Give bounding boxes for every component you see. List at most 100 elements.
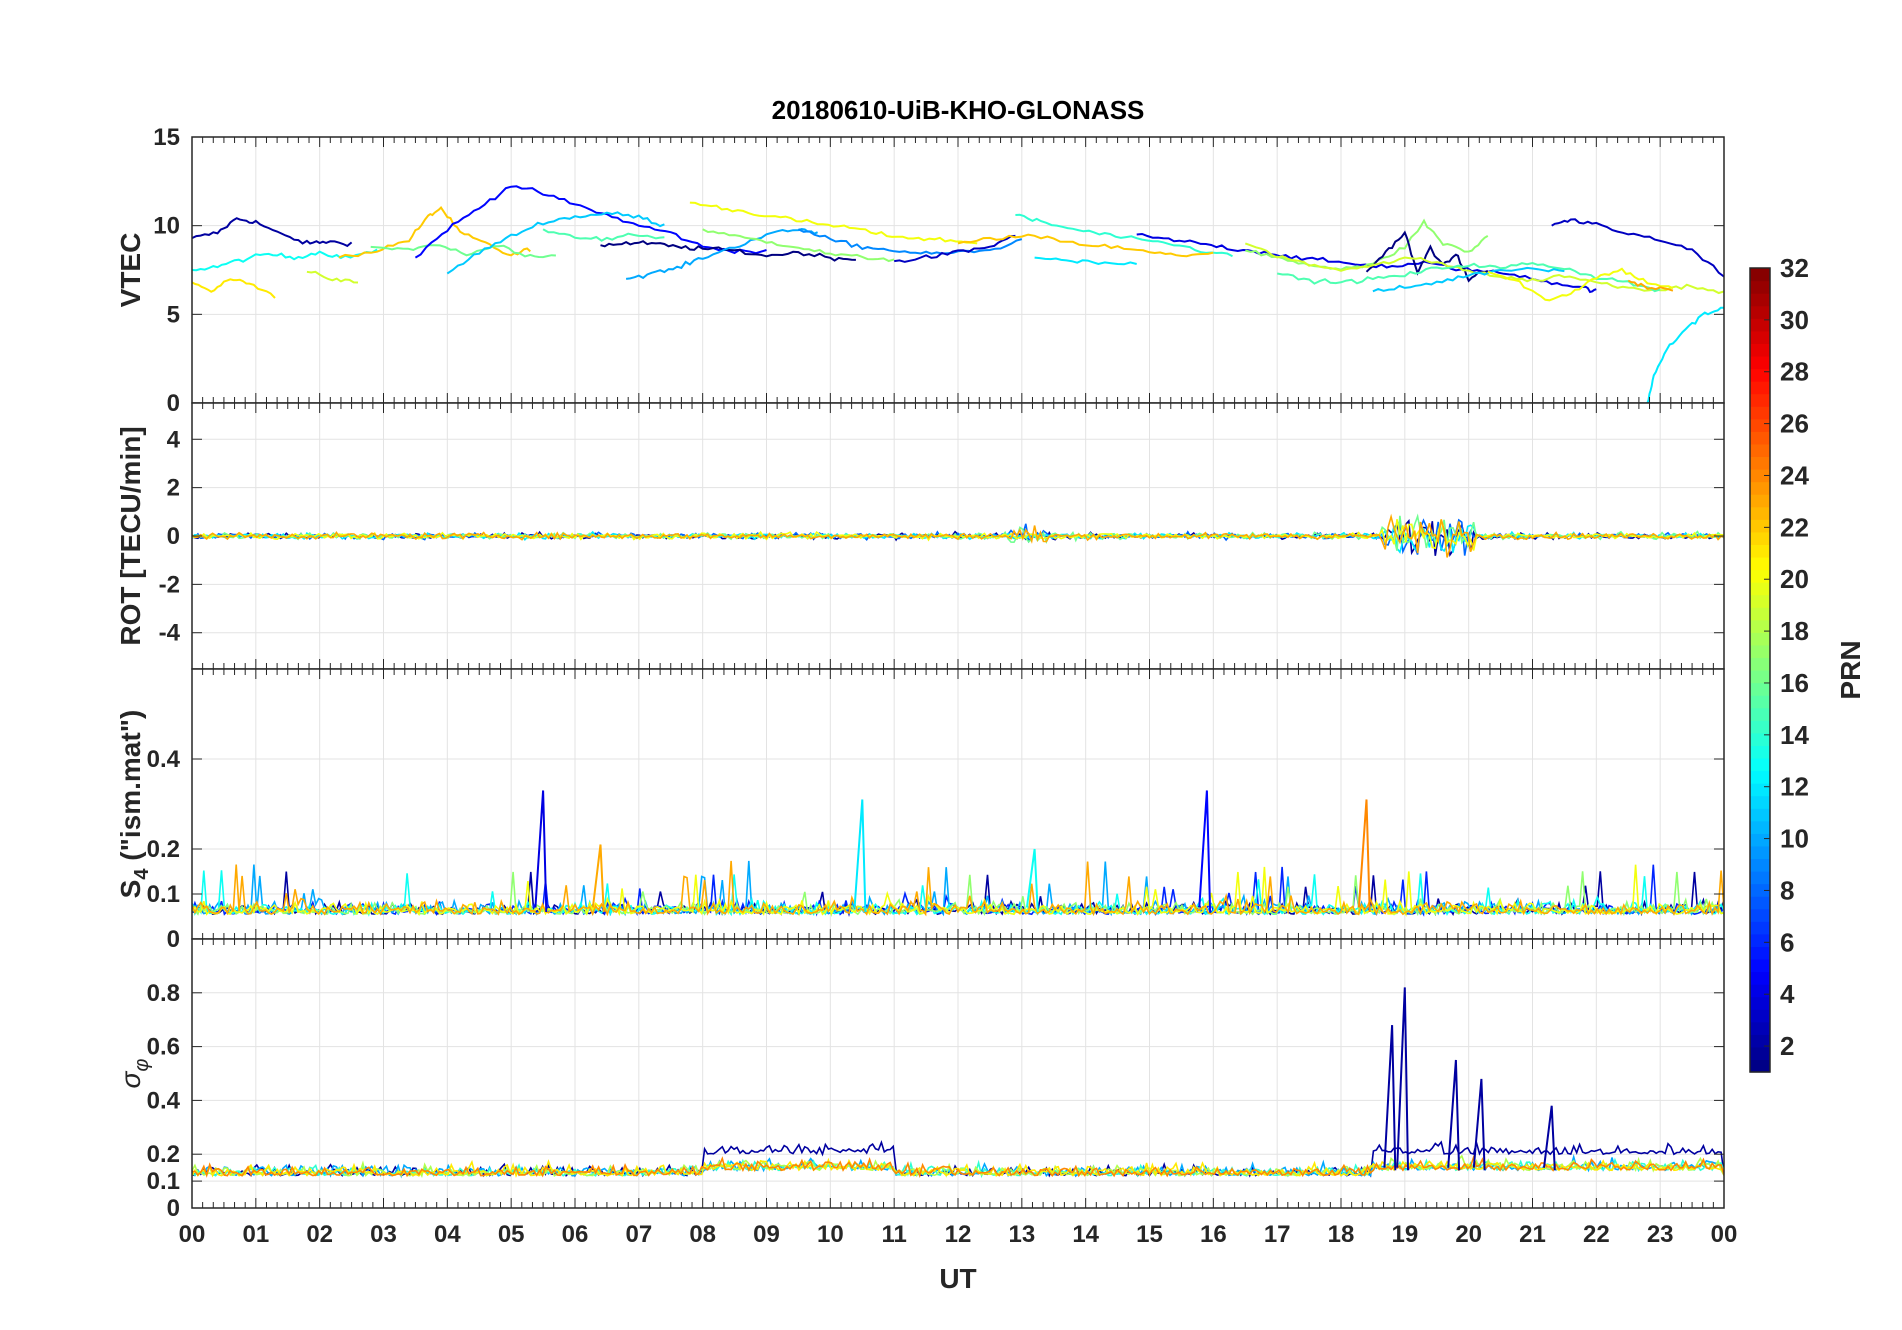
colorbar-swatch (1750, 1059, 1770, 1073)
colorbar-tick-label: 32 (1780, 253, 1809, 283)
colorbar-swatch (1750, 971, 1770, 985)
colorbar-tick-label: 20 (1780, 564, 1809, 594)
series-prn-12 (1034, 256, 1137, 266)
colorbar-swatch (1750, 469, 1770, 483)
series-prn-20 (689, 201, 978, 245)
series-prn-16 (370, 244, 556, 259)
colorbar-swatch (1750, 871, 1770, 885)
colorbar-tick-label: 28 (1780, 357, 1809, 387)
panel-s4: 00.10.20.4S4 ("ism.mat") (115, 668, 1725, 953)
colorbar-tick-label: 2 (1780, 1031, 1794, 1061)
colorbar-tick-label: 8 (1780, 875, 1794, 905)
colorbar-swatch (1750, 406, 1770, 420)
colorbar-tick-label: 12 (1780, 772, 1809, 802)
colorbar-swatch (1750, 632, 1770, 646)
colorbar-swatch (1750, 946, 1770, 960)
peak-prn-13 (1025, 848, 1039, 913)
colorbar-swatch (1750, 1021, 1770, 1035)
peak-prn-2 (1383, 1025, 1397, 1171)
colorbar-swatch (1750, 494, 1770, 508)
colorbar-tick-label: 26 (1780, 409, 1809, 439)
x-tick-label: 17 (1264, 1221, 1291, 1248)
colorbar-swatch (1750, 695, 1770, 709)
series-prn-17 (702, 228, 895, 263)
y-tick-label: 0 (167, 523, 180, 550)
colorbar-swatch (1750, 644, 1770, 659)
x-axis-label: UT (939, 1263, 976, 1294)
colorbar-swatch (1750, 293, 1770, 307)
colorbar-swatch (1750, 908, 1770, 922)
peak-prn-2 (1396, 987, 1409, 1171)
series-prn-24 (192, 1154, 1724, 1179)
colorbar-swatch (1750, 1034, 1770, 1048)
y-tick-label: 5 (167, 301, 180, 328)
colorbar-swatch (1750, 431, 1770, 445)
series-prn-3 (894, 234, 1016, 263)
y-tick-label: 2 (167, 475, 180, 502)
x-tick-label: 08 (689, 1221, 716, 1248)
colorbar-swatch (1750, 958, 1770, 973)
colorbar-swatch (1750, 268, 1770, 282)
panel-rot-series (192, 513, 1724, 558)
x-tick-label: 02 (306, 1221, 333, 1248)
panel-rot: -4 -2 0 2 4 ROT [TECU/min] (115, 402, 1725, 670)
peak-prn-2 (1447, 1059, 1461, 1171)
series-prn-23 (192, 513, 1724, 558)
colorbar-swatch (1750, 657, 1770, 671)
colorbar-swatch (1750, 783, 1770, 797)
colorbar-swatch (1750, 330, 1770, 344)
colorbar-swatch (1750, 670, 1770, 684)
x-tick-label: 23 (1647, 1221, 1674, 1248)
x-tick-label: 21 (1519, 1221, 1546, 1248)
ylabel-main: σ (115, 1070, 146, 1088)
panel-vtec-series (192, 185, 1724, 403)
y-tick-label: 15 (153, 124, 180, 151)
colorbar-swatch (1750, 833, 1770, 847)
colorbar-swatch (1750, 858, 1770, 872)
colorbar-swatch (1750, 519, 1770, 533)
colorbar-swatch (1750, 682, 1770, 696)
series-prn-5 (414, 185, 767, 259)
colorbar-swatch (1750, 607, 1770, 621)
peak-prn-5 (1198, 790, 1212, 913)
peak-prn-12 (853, 799, 867, 913)
colorbar-swatch (1750, 544, 1770, 558)
y-tick-label: 0 (167, 1195, 180, 1222)
ylabel-sub: φ (131, 1059, 153, 1072)
series-prn-3 (1551, 218, 1724, 278)
colorbar-swatch (1750, 996, 1770, 1010)
colorbar-tick-label: 6 (1780, 927, 1794, 957)
x-tick-label: 07 (625, 1221, 652, 1248)
colorbar-tick-label: 18 (1780, 616, 1809, 646)
colorbar-swatch (1750, 368, 1770, 382)
x-tick-label: 10 (817, 1221, 844, 1248)
series-prn-13 (192, 870, 1724, 917)
panel-vtec-ylabel: VTEC (115, 233, 146, 308)
colorbar-label: PRN (1835, 640, 1866, 699)
peak-prn-23 (591, 844, 605, 913)
x-tick-label: 16 (1200, 1221, 1227, 1248)
colorbar-swatch (1750, 619, 1770, 633)
panel-rot-ylabel: ROT [TECU/min] (115, 426, 146, 645)
colorbar-tick-label: 24 (1780, 460, 1809, 490)
ylabel-main: S (115, 880, 146, 899)
x-tick-label: 00 (179, 1221, 206, 1248)
series-prn-22 (338, 206, 531, 259)
series-prn-19 (306, 270, 359, 284)
series-prn-12 (1646, 306, 1724, 403)
colorbar-swatch (1750, 732, 1770, 746)
panel-s4-ylabel: S4 ("ism.mat") (115, 710, 153, 899)
y-tick-label: 0.2 (147, 836, 180, 863)
colorbar-swatch (1750, 381, 1770, 395)
x-tick-label: 05 (498, 1221, 525, 1248)
peak-prn-4 (534, 790, 548, 913)
series-prn-1 (1365, 230, 1489, 283)
colorbar-swatch (1750, 456, 1770, 470)
y-tick-label: 0.2 (147, 1141, 180, 1168)
y-tick-label: -2 (159, 571, 180, 598)
ylabel-sub: 4 (131, 868, 153, 880)
y-tick-label: 0.1 (147, 1168, 180, 1195)
x-tick-label: 15 (1136, 1221, 1163, 1248)
